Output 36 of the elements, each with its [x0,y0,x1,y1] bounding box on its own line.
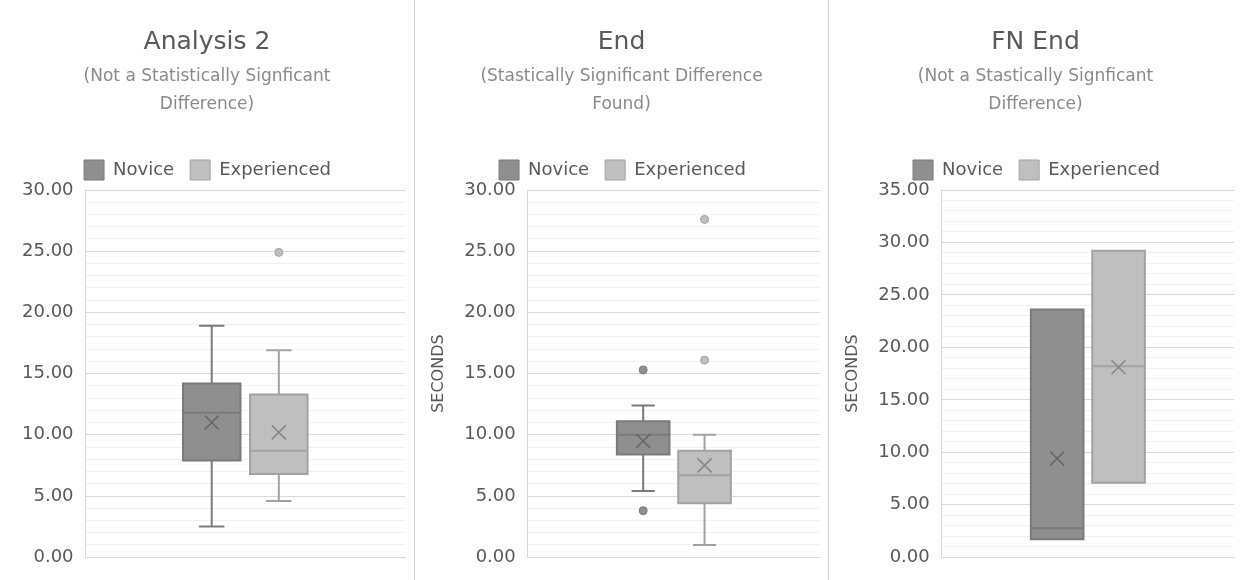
chart-subtitle: (Stastically Significant Difference Found) [479,64,764,115]
y-tick-label: 30.00 [464,177,516,199]
legend-label: Novice [528,157,590,179]
y-tick-label: 25.00 [878,282,930,304]
y-tick-label: 10.00 [878,439,930,461]
y-axis-title: SECONDS [841,334,861,413]
y-tick-label: 5.00 [475,483,516,505]
y-tick-label: 0.00 [33,544,74,566]
y-tick-label: 20.00 [464,300,516,322]
y-tick-label: 30.00 [878,230,930,252]
y-tick-label: 20.00 [22,300,74,322]
legend-label: Experienced [1048,157,1160,179]
y-tick-label: 5.00 [889,492,930,514]
chart-subtitle: (Not a Statistically Signficant Difference) [82,64,332,115]
y-tick-label: 30.00 [22,177,74,199]
legend-label: Experienced [634,157,746,179]
y-tick-label: 10.00 [22,422,74,444]
legend-label: Novice [942,157,1004,179]
legend-label: Novice [113,157,175,179]
chart-title: End [596,25,647,55]
y-tick-label: 15.00 [878,387,930,409]
chart-subtitle: (Not a Stastically Signficant Difference) [916,64,1155,115]
y-tick-label: 0.00 [889,544,930,566]
y-tick-label: 5.00 [33,483,74,505]
chart-title: Analysis 2 [142,25,272,55]
y-tick-label: 0.00 [475,544,516,566]
legend-label: Experienced [219,157,331,179]
y-tick-label: 25.00 [22,238,74,260]
y-axis-title: SECONDS [427,334,447,413]
y-tick-label: 15.00 [22,361,74,383]
y-tick-label: 35.00 [878,177,930,199]
y-tick-label: 15.00 [464,361,516,383]
y-tick-label: 20.00 [878,335,930,357]
y-tick-label: 25.00 [464,238,516,260]
y-tick-label: 10.00 [464,422,516,444]
chart-title: FN End [990,25,1081,55]
